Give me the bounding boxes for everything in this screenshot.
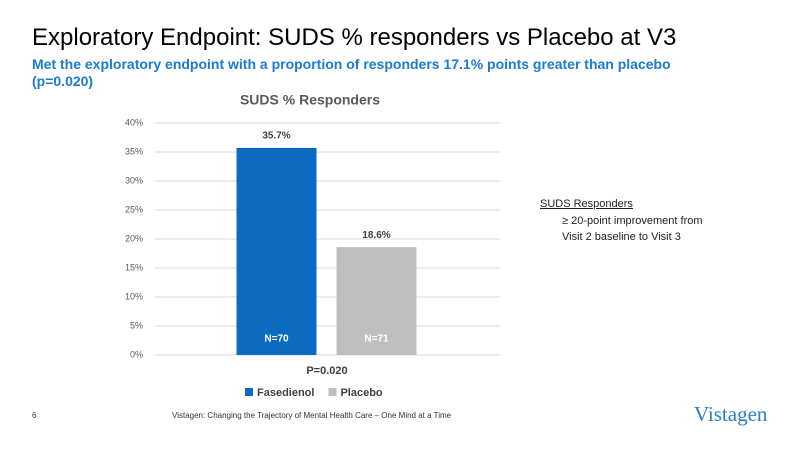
legend-label: Fasedienol	[257, 387, 314, 399]
x-axis-label: P=0.020	[306, 365, 347, 377]
logo: Vistagen	[694, 402, 768, 426]
y-tick-label: 25%	[125, 204, 143, 214]
n-label: N=70	[264, 334, 289, 345]
y-tick-label: 10%	[125, 291, 143, 301]
bar	[236, 147, 317, 355]
footer: Vistagen: Changing the Trajectory of Men…	[172, 411, 452, 420]
n-label: N=71	[364, 334, 389, 345]
legend-swatch	[328, 388, 337, 396]
slide-subtitle: Met the exploratory endpoint with a prop…	[32, 56, 671, 89]
y-tick-label: 30%	[125, 175, 143, 185]
legend-swatch	[245, 388, 253, 396]
bar	[336, 247, 417, 355]
y-tick-label: 0%	[130, 349, 143, 359]
y-tick-label: 5%	[130, 320, 143, 330]
value-label: 18.6%	[362, 230, 390, 241]
chart-title: SUDS % Responders	[240, 92, 380, 108]
y-tick-label: 15%	[125, 262, 143, 272]
page-number: 6	[32, 411, 37, 420]
slide-title: Exploratory Endpoint: SUDS % responders …	[32, 24, 677, 51]
y-tick-label: 35%	[125, 146, 143, 156]
note-line: ≥ 20-point improvement from	[562, 215, 703, 227]
y-tick-label: 20%	[125, 233, 143, 243]
legend-label: Placebo	[340, 387, 382, 399]
value-label: 35.7%	[262, 131, 290, 142]
note-heading: SUDS Responders	[540, 198, 633, 210]
note-line: Visit 2 baseline to Visit 3	[562, 231, 681, 243]
y-tick-label: 40%	[125, 117, 143, 127]
